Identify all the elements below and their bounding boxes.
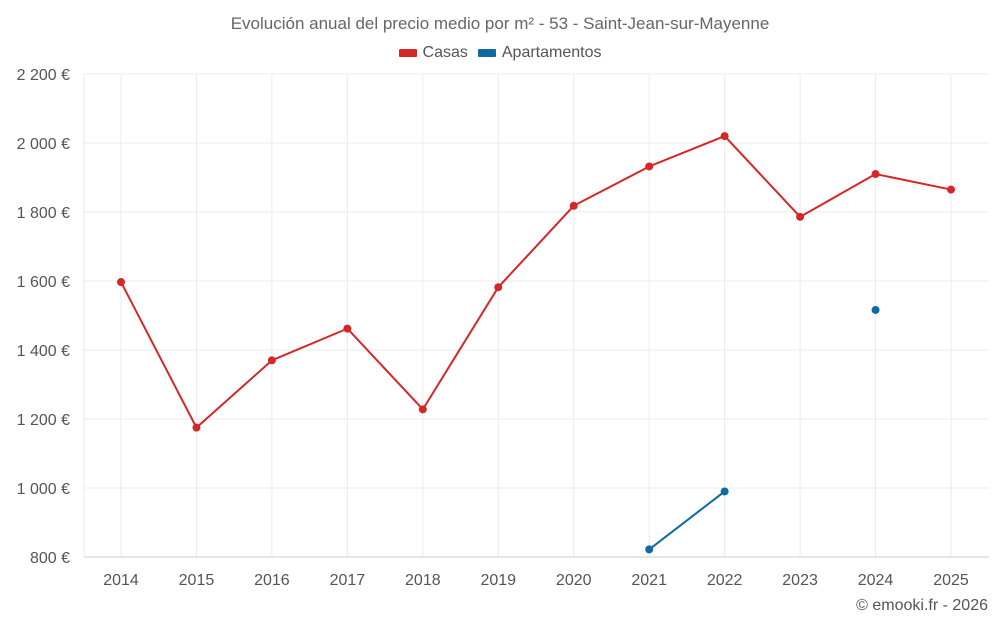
legend-item-apartamentos[interactable]: Apartamentos (477, 44, 602, 62)
chart-legend: Casas Apartamentos (0, 44, 1000, 62)
x-tick-label: 2015 (179, 572, 215, 589)
x-tick-label: 2020 (556, 572, 592, 589)
y-tick-label: 1 000 € (17, 481, 70, 498)
legend-swatch-apartamentos (477, 49, 496, 57)
data-point-apartamentos-2021[interactable] (645, 545, 654, 554)
data-point-casas-2022[interactable] (720, 132, 729, 141)
series-line-casas (120, 135, 952, 429)
data-point-casas-2019[interactable] (494, 283, 503, 292)
x-tick-label: 2025 (933, 572, 969, 589)
legend-label-casas: Casas (422, 44, 468, 61)
chart-title: Evolución anual del precio medio por m² … (230, 14, 770, 33)
data-point-casas-2023[interactable] (796, 212, 805, 221)
data-point-casas-2025[interactable] (947, 185, 955, 194)
y-tick-label: 1 400 € (17, 343, 70, 360)
copyright-footer: © emooki.fr - 2026 (856, 597, 988, 614)
y-tick-label: 1 800 € (17, 205, 70, 222)
y-tick-label: 800 € (30, 550, 70, 567)
x-tick-label: 2024 (858, 572, 894, 589)
x-tick-label: 2019 (480, 572, 516, 589)
x-tick-label: 2021 (631, 572, 667, 589)
x-tick-label: 2017 (330, 572, 366, 589)
x-tick-label: 2016 (254, 572, 290, 589)
data-point-casas-2024[interactable] (871, 170, 880, 179)
data-point-casas-2017[interactable] (343, 324, 352, 333)
legend-item-casas[interactable]: Casas (398, 44, 468, 62)
data-point-casas-2020[interactable] (569, 201, 578, 210)
data-point-casas-2016[interactable] (267, 356, 276, 365)
x-tick-label: 2014 (103, 572, 139, 589)
x-tick-label: 2023 (782, 572, 818, 589)
y-tick-label: 2 200 € (17, 67, 70, 84)
x-tick-label: 2022 (707, 572, 743, 589)
y-tick-label: 1 200 € (17, 412, 70, 429)
data-point-casas-2018[interactable] (418, 405, 427, 414)
data-point-casas-2014[interactable] (117, 278, 125, 287)
x-tick-label: 2018 (405, 572, 441, 589)
data-point-apartamentos-2022[interactable] (720, 487, 729, 496)
data-point-apartamentos-2024[interactable] (871, 305, 880, 314)
legend-swatch-casas (398, 49, 417, 57)
legend-label-apartamentos: Apartamentos (501, 44, 602, 61)
y-tick-label: 1 600 € (17, 274, 70, 291)
series-line-apartamentos (648, 490, 726, 551)
data-point-casas-2015[interactable] (192, 423, 201, 432)
data-point-casas-2021[interactable] (645, 162, 654, 171)
y-tick-label: 2 000 € (17, 136, 70, 153)
